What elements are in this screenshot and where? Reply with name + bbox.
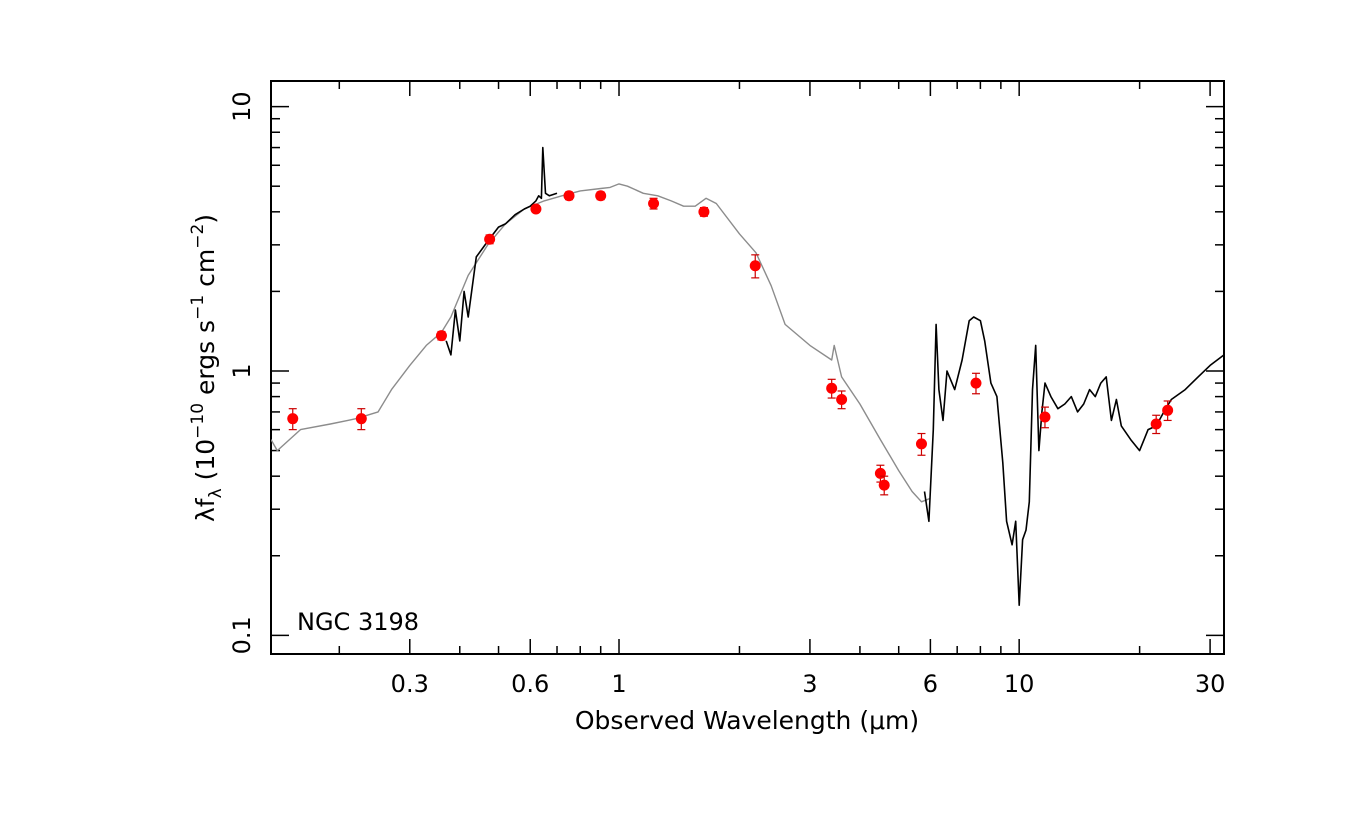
- ylabel-mid: ergs s: [191, 320, 220, 403]
- photometry-marker: [287, 413, 299, 425]
- photometry-point: [595, 190, 607, 202]
- photometry-marker: [749, 260, 761, 272]
- y-tick-labels: 0.1 1 10: [228, 91, 256, 654]
- photometry-marker: [826, 382, 838, 394]
- x-tick-label: 3: [802, 670, 817, 698]
- ylabel-lead-sub: λ: [206, 488, 226, 498]
- plot-frame: [270, 80, 1225, 655]
- object-name-label: NGC 3198: [297, 608, 419, 636]
- y-axis-title: λfλ (10−10 ergs s−1 cm−2): [188, 214, 226, 522]
- photometry-point: [287, 408, 299, 431]
- photometry-point: [355, 408, 367, 431]
- ylabel-exp3: −2: [188, 224, 208, 249]
- photometry-marker: [1150, 418, 1162, 430]
- photometry-marker: [435, 330, 447, 342]
- photometry-point: [826, 378, 838, 399]
- photometry-point: [530, 203, 542, 215]
- photometry-marker: [1162, 404, 1174, 416]
- x-tick-label: 1: [611, 670, 626, 698]
- photometry-point: [749, 254, 761, 279]
- photometry-marker: [970, 377, 982, 389]
- spectrum-line: [445, 146, 558, 356]
- svg-text:λfλ (10−10 ergs s−1 cm−2): λfλ (10−10 ergs s−1 cm−2): [188, 214, 226, 522]
- x-tick-labels: 0.3 0.6 1 3 6 10 30: [391, 670, 1226, 698]
- x-tick-label: 30: [1195, 670, 1226, 698]
- photometry-point: [970, 372, 982, 395]
- photometry-point: [563, 190, 575, 202]
- photometry-point: [878, 475, 890, 496]
- x-tick-label: 0.6: [511, 670, 549, 698]
- photometry-marker: [595, 190, 607, 202]
- y-tick-label: 10: [228, 91, 256, 122]
- photometry-point: [1162, 400, 1174, 422]
- photometry-points: [287, 190, 1174, 496]
- model-sed-line: [271, 183, 931, 503]
- photometry-point: [698, 206, 710, 218]
- photometry-marker: [484, 233, 496, 245]
- photometry-marker: [698, 206, 710, 218]
- x-tick-label: 10: [1004, 670, 1035, 698]
- x-tick-label: 6: [923, 670, 938, 698]
- axis-ticks: [271, 81, 1224, 654]
- photometry-point: [1039, 406, 1051, 429]
- y-tick-label: 1: [228, 363, 256, 378]
- photometry-point: [836, 390, 848, 410]
- series-group: [271, 146, 1224, 607]
- photometry-point: [484, 233, 496, 245]
- photometry-point: [915, 432, 927, 456]
- ylabel-paren-open: (10: [191, 439, 220, 489]
- ylabel-close: ): [191, 214, 220, 224]
- photometry-marker: [355, 413, 367, 425]
- photometry-marker: [648, 198, 660, 210]
- x-tick-label: 0.3: [391, 670, 429, 698]
- spectrum-line: [923, 316, 1224, 607]
- ylabel-exp2: −1: [188, 295, 208, 320]
- ylabel-lead: λf: [191, 497, 220, 522]
- x-axis-title: Observed Wavelength (μm): [575, 706, 919, 735]
- photometry-marker: [563, 190, 575, 202]
- photometry-marker: [836, 394, 848, 406]
- photometry-point: [648, 197, 660, 210]
- photometry-marker: [915, 438, 927, 450]
- ylabel-exp1: −10: [188, 403, 208, 439]
- photometry-marker: [1039, 411, 1051, 423]
- y-tick-label: 0.1: [228, 616, 256, 654]
- photometry-marker: [530, 203, 542, 215]
- ylabel-mid2: cm: [191, 249, 220, 295]
- photometry-marker: [878, 479, 890, 491]
- photometry-point: [435, 330, 447, 342]
- photometry-point: [1150, 414, 1162, 435]
